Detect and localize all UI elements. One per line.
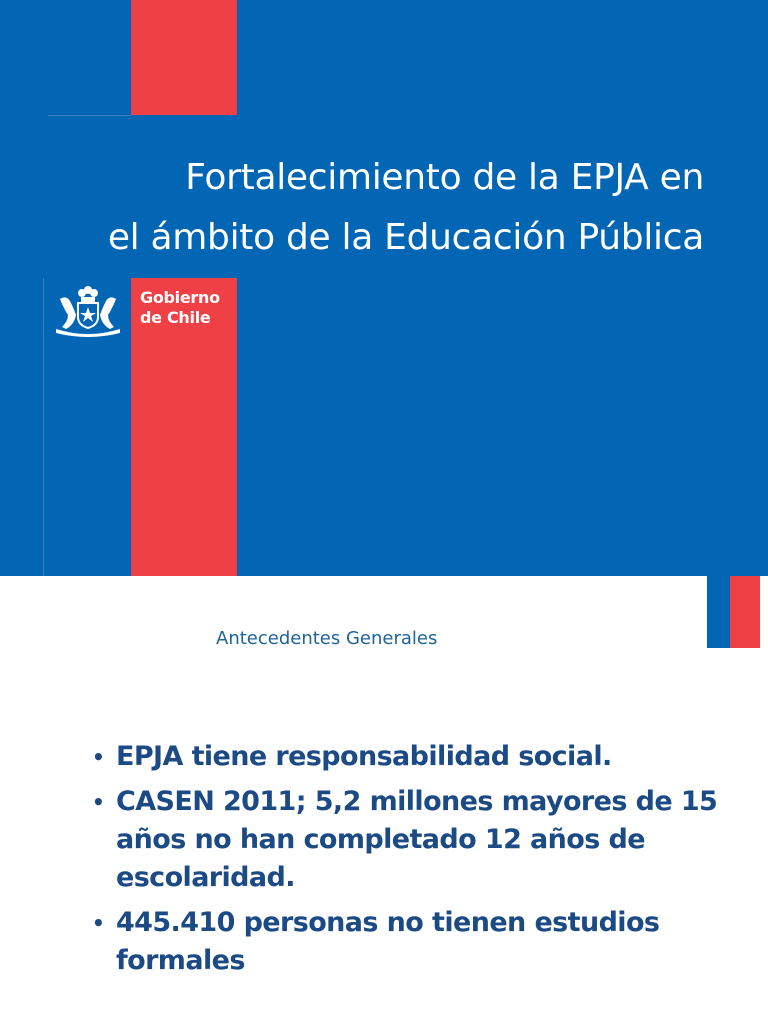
slide-title: Fortalecimiento de la EPJA en el ámbito … (40, 148, 704, 268)
bullet-text: CASEN 2011; 5,2 millones mayores de 15 a… (116, 786, 718, 893)
logo-line-1: Gobierno (140, 288, 220, 307)
bullet-list: • EPJA tiene responsabilidad social. • C… (92, 738, 732, 987)
title-banner (0, 0, 768, 576)
flag-red-block-logo (131, 278, 237, 576)
flag-accent-blue (707, 576, 730, 648)
bullet-item: • CASEN 2011; 5,2 millones mayores de 15… (92, 783, 732, 897)
bullet-icon: • (92, 911, 105, 935)
chile-coat-of-arms-icon (56, 286, 120, 337)
bullet-icon: • (92, 745, 105, 769)
flag-accent-red (730, 576, 760, 648)
bullet-icon: • (92, 790, 105, 814)
bullet-text: EPJA tiene responsabilidad social. (116, 741, 612, 772)
bullet-item: • EPJA tiene responsabilidad social. (92, 738, 732, 776)
bullet-text: 445.410 personas no tienen estudios form… (116, 907, 660, 976)
logo-line-2: de Chile (140, 308, 211, 327)
gobierno-de-chile-logo: Gobierno de Chile (140, 288, 220, 328)
logo-border-line (43, 278, 44, 576)
section-subtitle: Antecedentes Generales (216, 628, 438, 649)
title-line-2: el ámbito de la Educación Pública (107, 217, 704, 258)
divider-line (48, 115, 131, 116)
bullet-item: • 445.410 personas no tienen estudios fo… (92, 904, 732, 980)
title-line-1: Fortalecimiento de la EPJA en (185, 157, 704, 198)
flag-red-block-top (131, 0, 237, 115)
